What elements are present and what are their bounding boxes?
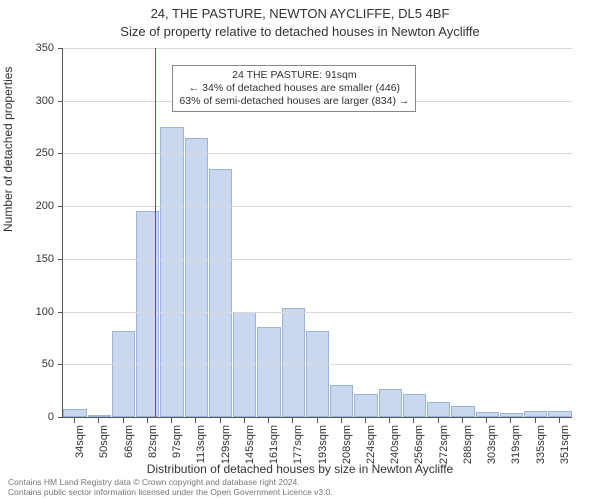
y-tick-label: 350 — [36, 42, 54, 54]
chart-plot-area: 24 THE PASTURE: 91sqm← 34% of detached h… — [62, 48, 572, 418]
x-tick-mark — [292, 418, 293, 423]
y-tick-mark — [58, 364, 63, 365]
reference-marker-line — [155, 48, 156, 417]
x-tick-mark — [98, 418, 99, 423]
x-tick-mark — [341, 418, 342, 423]
y-tick-mark — [58, 259, 63, 260]
histogram-bar — [403, 394, 426, 417]
histogram-bar — [63, 409, 86, 417]
x-axis-title: Distribution of detached houses by size … — [0, 462, 600, 476]
x-tick-mark — [389, 418, 390, 423]
footer-attribution: Contains HM Land Registry data © Crown c… — [8, 477, 333, 497]
x-tick-mark — [74, 418, 75, 423]
x-tick-mark — [123, 418, 124, 423]
x-tick-mark — [486, 418, 487, 423]
histogram-bar — [548, 411, 571, 417]
histogram-bar — [257, 327, 280, 417]
histogram-bar — [427, 402, 450, 417]
histogram-bar — [354, 394, 377, 417]
y-tick-mark — [58, 312, 63, 313]
chart-title-line2: Size of property relative to detached ho… — [0, 23, 600, 39]
x-tick-mark — [268, 418, 269, 423]
chart-title-line1: 24, THE PASTURE, NEWTON AYCLIFFE, DL5 4B… — [0, 0, 600, 23]
footer-line1: Contains HM Land Registry data © Crown c… — [8, 477, 333, 487]
annotation-callout: 24 THE PASTURE: 91sqm← 34% of detached h… — [172, 65, 416, 112]
histogram-bar — [524, 411, 547, 417]
histogram-bar — [88, 415, 111, 417]
x-tick-mark — [220, 418, 221, 423]
y-tick-label: 300 — [36, 95, 54, 107]
gridline — [63, 259, 572, 260]
x-axis-labels: 34sqm50sqm66sqm82sqm97sqm113sqm129sqm145… — [62, 418, 572, 464]
footer-line2: Contains public sector information licen… — [8, 487, 333, 497]
y-tick-label: 250 — [36, 147, 54, 159]
histogram-bar — [330, 385, 353, 417]
histogram-bar — [112, 331, 135, 417]
x-tick-mark — [510, 418, 511, 423]
histogram-bar — [185, 138, 208, 417]
x-tick-mark — [535, 418, 536, 423]
y-tick-label: 150 — [36, 253, 54, 265]
y-tick-label: 0 — [48, 411, 54, 423]
y-tick-mark — [58, 48, 63, 49]
histogram-bar — [160, 127, 183, 417]
x-tick-mark — [147, 418, 148, 423]
gridline — [63, 312, 572, 313]
gridline — [63, 364, 572, 365]
annotation-line: ← 34% of detached houses are smaller (44… — [179, 82, 409, 95]
y-tick-label: 200 — [36, 200, 54, 212]
histogram-bar — [500, 413, 523, 417]
annotation-line: 63% of semi-detached houses are larger (… — [179, 95, 409, 108]
annotation-line: 24 THE PASTURE: 91sqm — [179, 69, 409, 82]
histogram-bar — [306, 331, 329, 417]
gridline — [63, 206, 572, 207]
y-tick-label: 100 — [36, 306, 54, 318]
gridline — [63, 48, 572, 49]
x-tick-mark — [317, 418, 318, 423]
x-tick-mark — [195, 418, 196, 423]
x-tick-mark — [438, 418, 439, 423]
y-tick-mark — [58, 206, 63, 207]
y-tick-mark — [58, 101, 63, 102]
x-tick-mark — [244, 418, 245, 423]
histogram-bar — [282, 308, 305, 417]
gridline — [63, 153, 572, 154]
y-tick-label: 50 — [42, 358, 54, 370]
y-tick-mark — [58, 153, 63, 154]
histogram-bar — [451, 406, 474, 417]
x-tick-mark — [171, 418, 172, 423]
y-axis-labels: 050100150200250300350 — [0, 48, 58, 418]
x-tick-mark — [462, 418, 463, 423]
x-tick-mark — [413, 418, 414, 423]
x-tick-mark — [559, 418, 560, 423]
histogram-bar — [379, 389, 402, 417]
x-tick-mark — [365, 418, 366, 423]
histogram-bar — [476, 412, 499, 417]
